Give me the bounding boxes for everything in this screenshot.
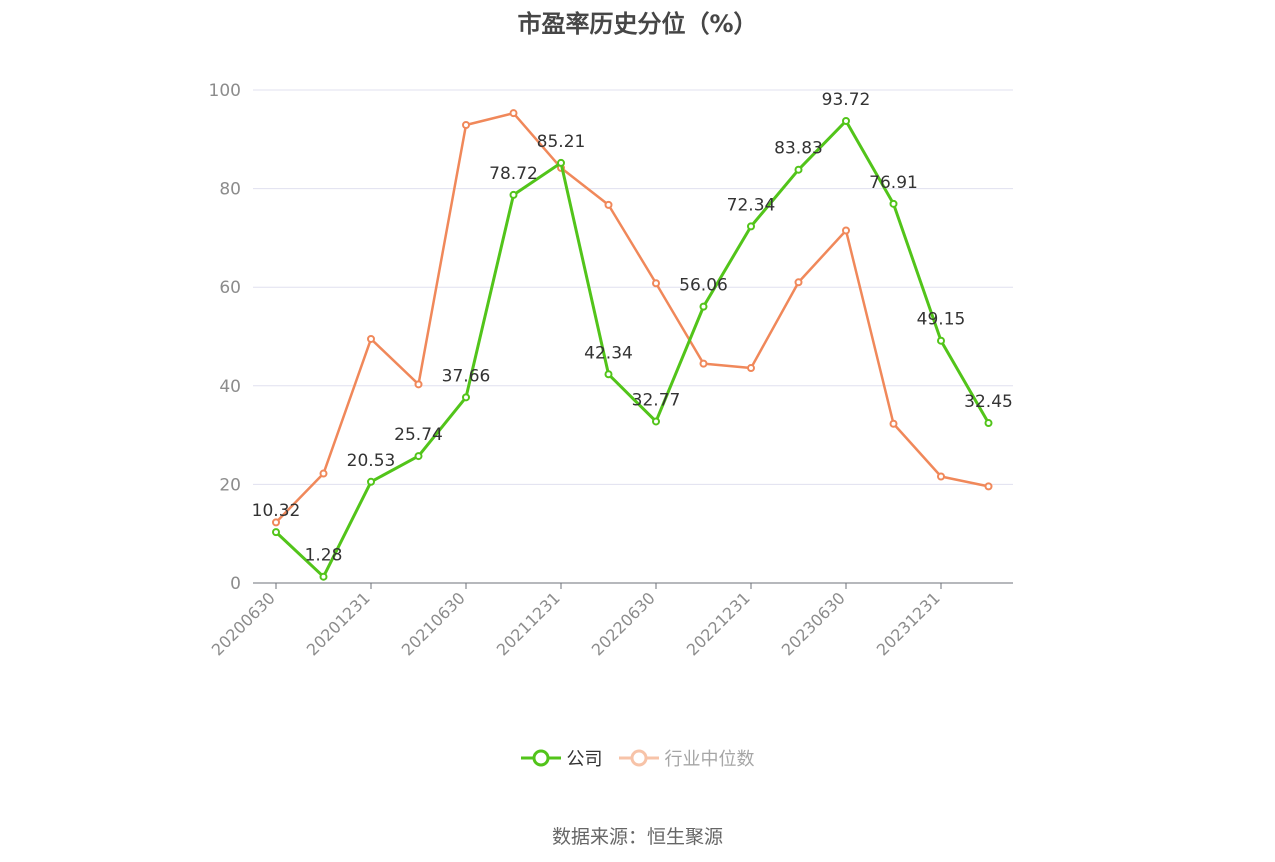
y-tick-label: 40: [219, 377, 241, 397]
x-tick-label: 20220630: [588, 588, 659, 659]
data-point-industry-median: [889, 419, 898, 428]
data-point-industry-median: [842, 226, 850, 235]
data-label: 42.34: [584, 343, 633, 363]
x-tick-label: 20200630: [208, 588, 279, 659]
legend-line-icon: [618, 749, 659, 767]
y-tick-label: 60: [219, 278, 241, 298]
data-point-industry-median: [747, 364, 755, 373]
data-point-company: [889, 199, 898, 208]
data-point-industry-median: [509, 109, 518, 118]
data-label: 78.72: [489, 164, 538, 184]
data-source: 数据来源：恒生聚源: [551, 826, 723, 848]
legend-item-company[interactable]: 公司: [520, 745, 603, 771]
data-point-industry-median: [272, 518, 280, 527]
data-point-industry-median: [794, 278, 803, 287]
y-tick-label: 0: [230, 574, 241, 594]
data-point-company: [367, 477, 375, 486]
data-point-industry-median: [652, 279, 660, 288]
data-point-company: [509, 190, 518, 199]
legend-label-company: 公司: [566, 749, 603, 770]
x-tick-label: 20211231: [493, 588, 564, 659]
data-label: 56.06: [679, 276, 728, 296]
data-point-industry-median: [699, 359, 708, 368]
data-label: 32.45: [964, 392, 1013, 412]
legend-item-industry-median[interactable]: 行业中位数: [618, 745, 755, 771]
series-line-industry-median: [275, 111, 989, 524]
chart-title: 市盈率历史分位（%）: [517, 10, 758, 38]
data-point-industry-median: [367, 334, 375, 343]
data-point-company: [557, 158, 565, 167]
data-label: 10.32: [252, 501, 301, 521]
y-tick-label: 80: [219, 180, 241, 200]
data-point-company: [604, 370, 613, 379]
data-point-industry-median: [984, 482, 993, 491]
data-point-company: [984, 419, 993, 428]
data-point-company: [462, 393, 470, 402]
series-lines: [272, 109, 993, 581]
data-labels: 10.32 1.28 20.53 25.74 37.66 78.72 85.21 42.34 3…: [252, 90, 1013, 566]
data-label: 72.34: [727, 195, 776, 215]
series-line-company: [274, 119, 990, 579]
x-tick-label: 20210630: [398, 588, 469, 659]
data-point-company: [319, 572, 328, 581]
data-label: 25.74: [394, 425, 443, 445]
data-point-company: [794, 165, 803, 174]
x-tick-label: 20231231: [873, 588, 944, 659]
data-point-company: [699, 302, 708, 311]
data-label: 83.83: [774, 139, 823, 159]
x-tick-label: 20230630: [778, 588, 849, 659]
data-label: 49.15: [917, 310, 966, 330]
legend: 公司 行业中位数: [0, 745, 1275, 771]
data-point-industry-median: [319, 469, 328, 478]
data-point-industry-median: [414, 380, 423, 389]
data-point-company: [272, 528, 280, 537]
legend-line-icon: [520, 749, 561, 767]
data-point-industry-median: [604, 200, 613, 209]
data-label: 20.53: [347, 451, 396, 471]
x-tick-label: 20221231: [683, 588, 754, 659]
data-label: 32.77: [632, 390, 681, 410]
data-point-company: [747, 222, 755, 231]
y-tick-label: 100: [209, 81, 241, 101]
axes: 0 20 40 60 80 100 20200630 20201231 20210630 2021…: [208, 81, 1013, 659]
data-label: 93.72: [822, 90, 871, 110]
data-label: 76.91: [869, 173, 918, 193]
data-point-company: [652, 417, 660, 426]
data-label: 85.21: [537, 132, 586, 152]
x-tick-label: 20201231: [303, 588, 374, 659]
data-point-industry-median: [937, 472, 945, 481]
data-label: 1.28: [305, 546, 343, 566]
data-point-industry-median: [462, 121, 470, 130]
grid-lines: [253, 89, 1013, 485]
data-point-company: [937, 336, 945, 345]
data-label: 37.66: [442, 366, 491, 386]
data-point-company: [842, 116, 850, 125]
data-point-company: [414, 452, 423, 461]
y-tick-label: 20: [219, 475, 241, 495]
legend-label-industry-median: 行业中位数: [664, 749, 755, 770]
